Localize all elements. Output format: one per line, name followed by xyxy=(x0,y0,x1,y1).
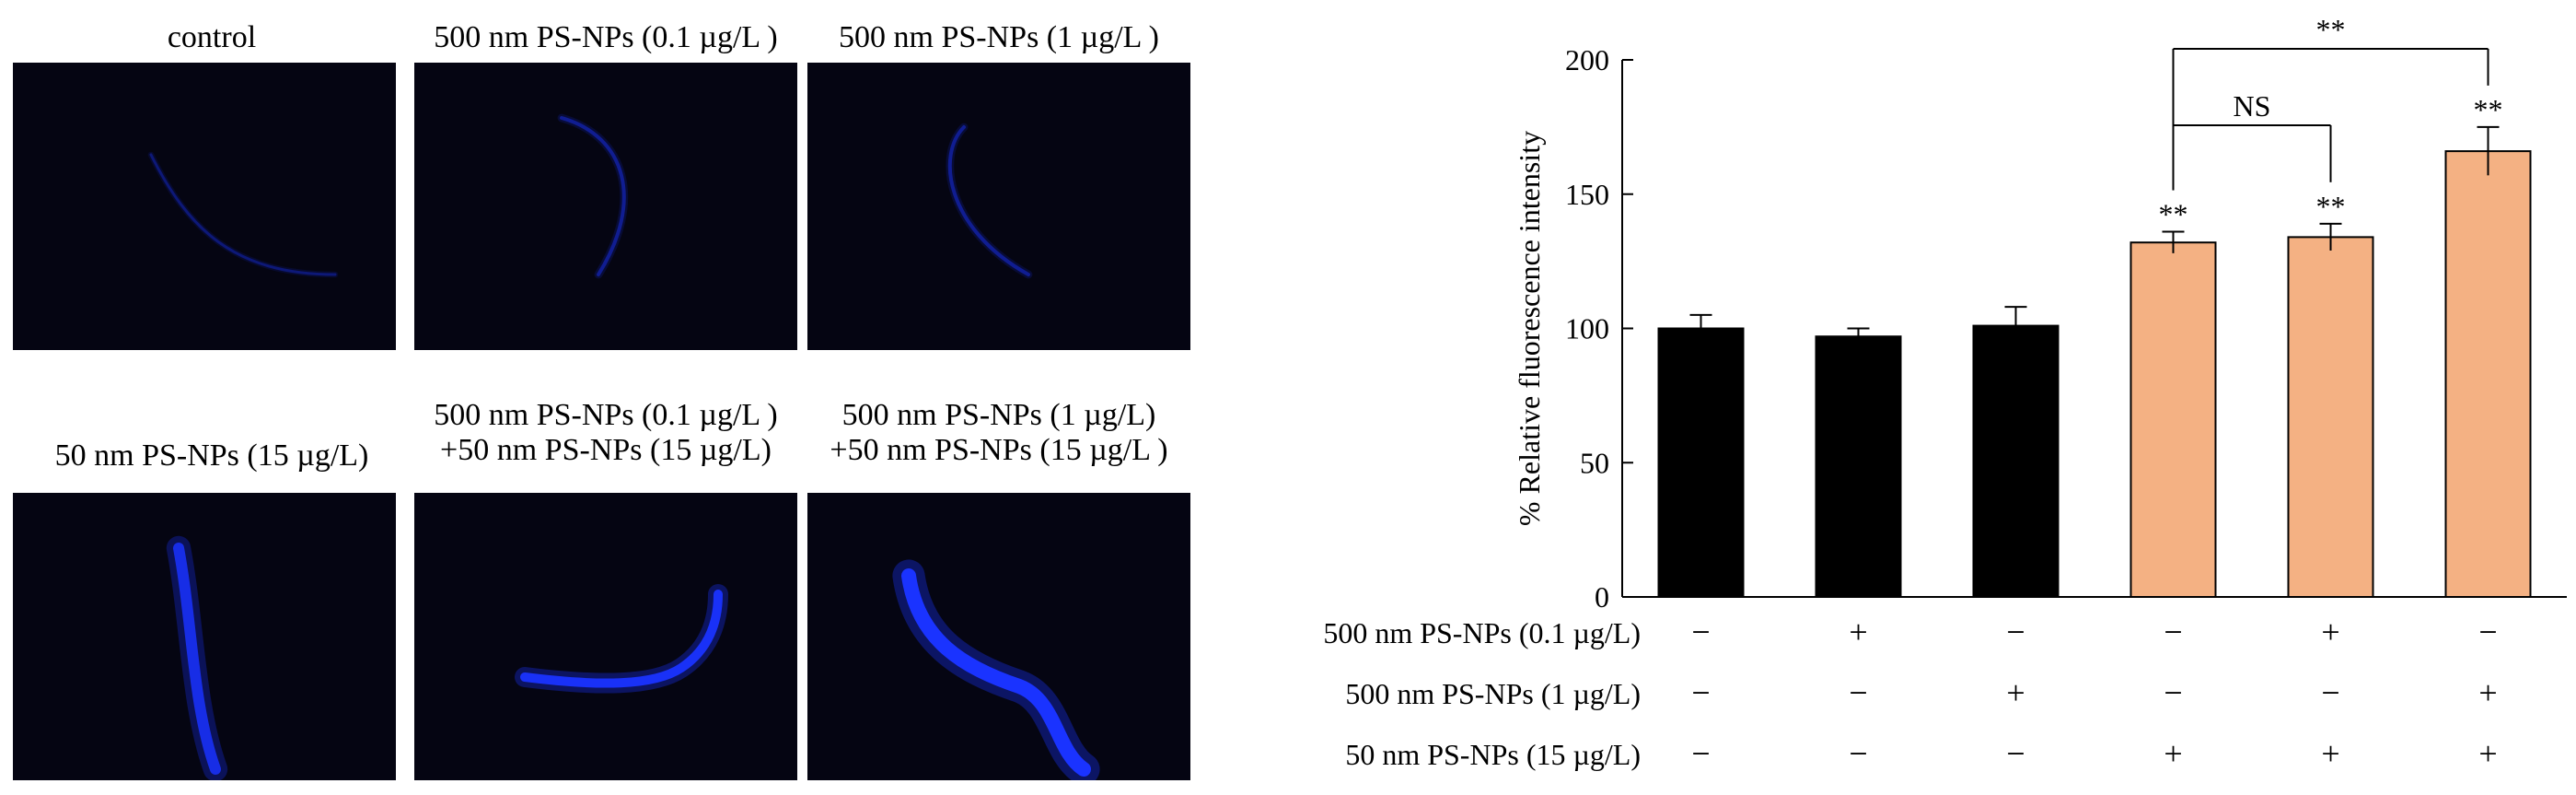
bar xyxy=(1815,335,1902,598)
caption-line: control xyxy=(167,20,257,54)
condition-sign: − xyxy=(2164,614,2182,650)
bar xyxy=(1657,327,1745,598)
caption-line: 50 nm PS-NPs (15 µg/L) xyxy=(54,438,369,473)
bar xyxy=(1972,324,2060,598)
condition-sign: + xyxy=(2478,735,2497,772)
condition-sign: + xyxy=(2006,674,2025,711)
y-tick-label: 150 xyxy=(1565,178,1609,211)
micrograph-panel xyxy=(414,493,797,780)
caption-line: +50 nm PS-NPs (15 µg/L) xyxy=(440,433,772,467)
micrograph-caption: 50 nm PS-NPs (15 µg/L) xyxy=(0,438,424,473)
bar xyxy=(2444,150,2532,599)
condition-sign: − xyxy=(2321,674,2339,711)
y-axis-label: % Relative fluorescence intensity xyxy=(1513,131,1546,526)
caption-line: 500 nm PS-NPs (0.1 µg/L ) xyxy=(434,398,778,432)
condition-sign: − xyxy=(1849,674,1867,711)
micrograph-panel xyxy=(414,63,797,350)
micrograph-caption: control xyxy=(0,20,424,55)
worm-fluorescence-image xyxy=(13,493,396,780)
condition-sign: − xyxy=(1691,735,1710,772)
condition-sign: + xyxy=(2478,674,2497,711)
y-tick-label: 100 xyxy=(1565,312,1609,345)
worm-fluorescence-image xyxy=(13,63,396,350)
y-tick-label: 50 xyxy=(1580,446,1609,479)
worm-fluorescence-image xyxy=(414,63,797,350)
micrograph-caption: 500 nm PS-NPs (1 µg/L ) xyxy=(787,20,1211,55)
micrograph-caption: 500 nm PS-NPs (0.1 µg/L ) +50 nm PS-NPs (… xyxy=(394,398,818,468)
micrograph-caption: 500 nm PS-NPs (0.1 µg/L ) xyxy=(394,20,818,55)
micrograph-caption: 500 nm PS-NPs (1 µg/L) +50 nm PS-NPs (15 … xyxy=(787,398,1211,468)
bracket-label: NS xyxy=(2234,89,2271,123)
condition-sign: + xyxy=(2164,735,2182,772)
condition-sign: − xyxy=(1691,674,1710,711)
condition-label: 50 nm PS-NPs (15 µg/L) xyxy=(1345,738,1641,771)
bar xyxy=(2287,236,2374,598)
condition-sign: + xyxy=(2321,614,2339,650)
bar-significance-label: ** xyxy=(2474,93,2503,126)
micrograph-panel xyxy=(13,493,396,780)
condition-sign: − xyxy=(1691,614,1710,650)
condition-sign: + xyxy=(2321,735,2339,772)
bar-significance-label: ** xyxy=(2316,190,2346,223)
bar xyxy=(2129,241,2217,598)
caption-line: +50 nm PS-NPs (15 µg/L ) xyxy=(830,433,1168,467)
condition-sign: − xyxy=(2164,674,2182,711)
condition-sign: + xyxy=(1849,614,1867,650)
condition-sign: − xyxy=(2006,735,2025,772)
caption-line: 500 nm PS-NPs (1 µg/L ) xyxy=(839,20,1159,54)
caption-line: 500 nm PS-NPs (0.1 µg/L ) xyxy=(434,20,778,54)
condition-sign: − xyxy=(2006,614,2025,650)
condition-label: 500 nm PS-NPs (0.1 µg/L) xyxy=(1323,616,1641,649)
y-tick-label: 0 xyxy=(1595,580,1609,614)
worm-fluorescence-image xyxy=(807,493,1190,780)
condition-sign: − xyxy=(2478,614,2497,650)
condition-sign: − xyxy=(1849,735,1867,772)
y-tick-label: 200 xyxy=(1565,43,1609,76)
condition-label: 500 nm PS-NPs (1 µg/L) xyxy=(1345,677,1641,710)
micrograph-panel xyxy=(13,63,396,350)
bar-significance-label: ** xyxy=(2159,198,2188,231)
caption-line: 500 nm PS-NPs (1 µg/L) xyxy=(841,398,1156,432)
worm-fluorescence-image xyxy=(807,63,1190,350)
micrograph-panel xyxy=(807,493,1190,780)
worm-fluorescence-image xyxy=(414,493,797,780)
micrograph-panel xyxy=(807,63,1190,350)
bracket-label: ** xyxy=(2316,13,2346,46)
